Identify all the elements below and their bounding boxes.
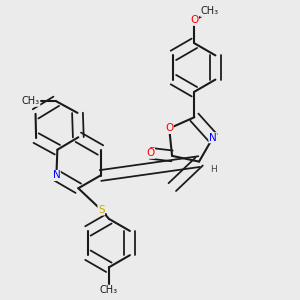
Text: N: N	[209, 133, 217, 143]
Text: O: O	[165, 123, 173, 134]
Text: O: O	[190, 15, 199, 25]
Text: CH₃: CH₃	[100, 285, 118, 295]
Text: S: S	[98, 205, 105, 215]
Text: CH₃: CH₃	[22, 96, 40, 106]
Text: N: N	[52, 170, 60, 181]
Text: H: H	[210, 165, 217, 174]
Text: O: O	[146, 148, 154, 158]
Text: CH₃: CH₃	[201, 6, 219, 16]
